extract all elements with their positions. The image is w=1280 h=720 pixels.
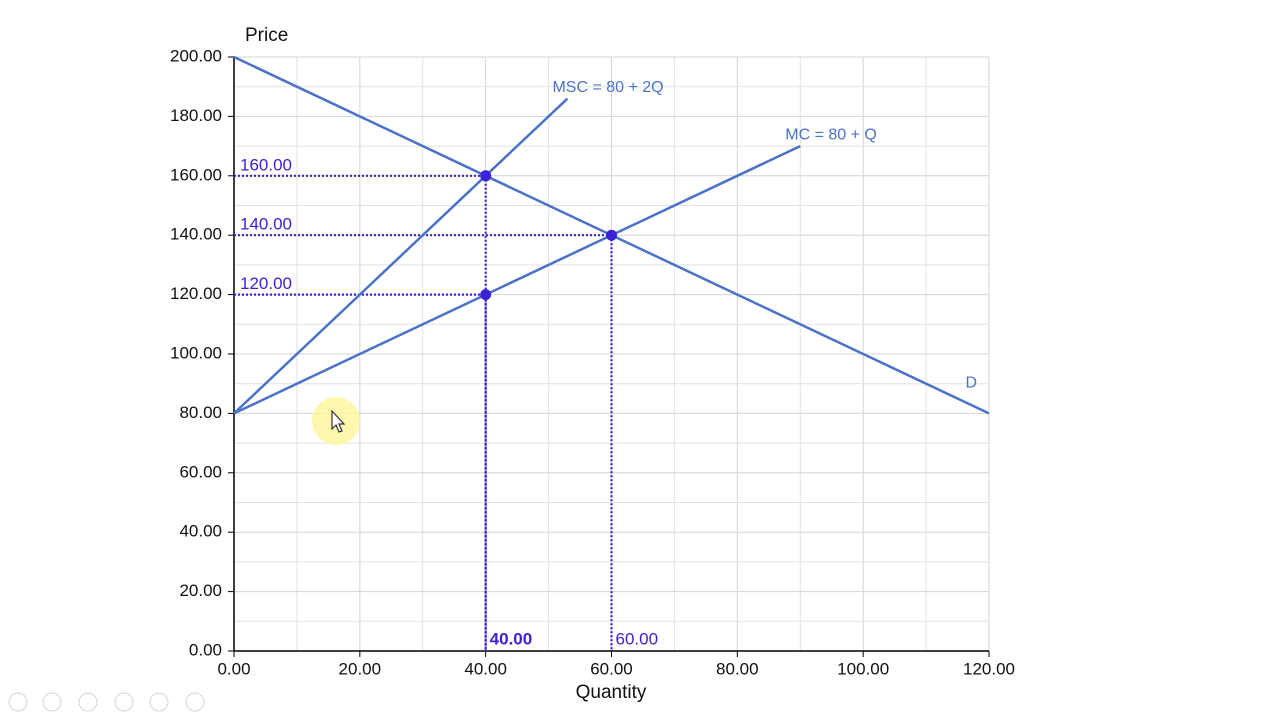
pen-button[interactable]: [78, 692, 98, 712]
x-tick-label: 20.00: [339, 659, 382, 678]
y-tick-label: 160.00: [170, 165, 222, 184]
next-button[interactable]: [42, 692, 62, 712]
x-tick-label: 120.00: [963, 659, 1015, 678]
prev-button[interactable]: [8, 692, 28, 712]
y-tick-label: 60.00: [179, 462, 222, 481]
x-tick-label: 40.00: [464, 659, 507, 678]
y-axis-title: Price: [245, 25, 288, 46]
mouse-cursor: [331, 409, 346, 433]
y-tick-label: 80.00: [179, 403, 222, 422]
x-tick-label: 0.00: [217, 659, 250, 678]
more-button[interactable]: [185, 692, 205, 712]
y-tick-label: 180.00: [170, 106, 222, 125]
y-tick-label: 100.00: [170, 343, 222, 362]
equilibrium-point: [606, 229, 617, 241]
guide-label: 160.00: [240, 155, 292, 174]
toolbar: [8, 692, 205, 712]
equilibrium-point: [480, 289, 492, 301]
guide-label: 40.00: [490, 629, 533, 648]
y-tick-label: 40.00: [179, 522, 222, 541]
y-tick-label: 0.00: [189, 640, 222, 659]
equilibrium-point: [480, 170, 492, 182]
guide-label: 120.00: [240, 274, 292, 293]
plot-layer: 0.00 20.00 40.00 60.00 80.00 100.00 120.00 140.…: [170, 46, 1015, 678]
slides-button[interactable]: [114, 692, 134, 712]
curve: [233, 97, 569, 415]
y-tick-label: 20.00: [179, 581, 222, 600]
curve-label: MSC = 80 + 2Q: [552, 79, 663, 96]
grid-layer: [233, 56, 990, 652]
guide-label: 60.00: [616, 629, 659, 648]
y-tick-label: 120.00: [170, 284, 222, 303]
x-tick-label: 100.00: [837, 659, 889, 678]
x-tick-label: 80.00: [716, 659, 759, 678]
guide-label: 140.00: [240, 215, 292, 234]
y-tick-label: 200.00: [170, 46, 222, 65]
x-tick-label: 60.00: [590, 659, 633, 678]
y-tick-label: 140.00: [170, 225, 222, 244]
curve: [233, 144, 801, 415]
curve-label: MC = 80 + Q: [785, 126, 877, 143]
curve-label: D: [965, 375, 977, 392]
zoom-button[interactable]: [149, 692, 169, 712]
x-axis-title: Quantity: [576, 682, 647, 703]
